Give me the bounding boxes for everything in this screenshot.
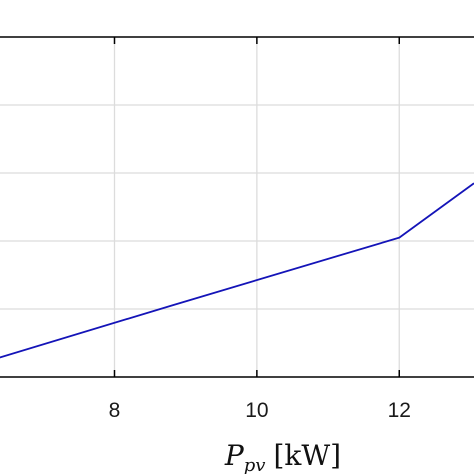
x-tick-label-2: 10 (245, 399, 268, 422)
grid (0, 37, 474, 377)
x-tick-label-3: 12 (388, 399, 411, 422)
x-tick-labels: 681012 (109, 399, 411, 422)
x-ticks (113, 37, 401, 377)
x-tick-label-1: 8 (109, 399, 121, 422)
x-axis-label-subscript: pv (244, 455, 266, 474)
x-axis-label-unit: [kW] (273, 439, 341, 472)
series-line-0 (0, 182, 474, 359)
x-axis-label-symbol: P (224, 439, 245, 472)
x-axis-label: Ppv [kW] (224, 439, 341, 474)
series (0, 182, 474, 359)
